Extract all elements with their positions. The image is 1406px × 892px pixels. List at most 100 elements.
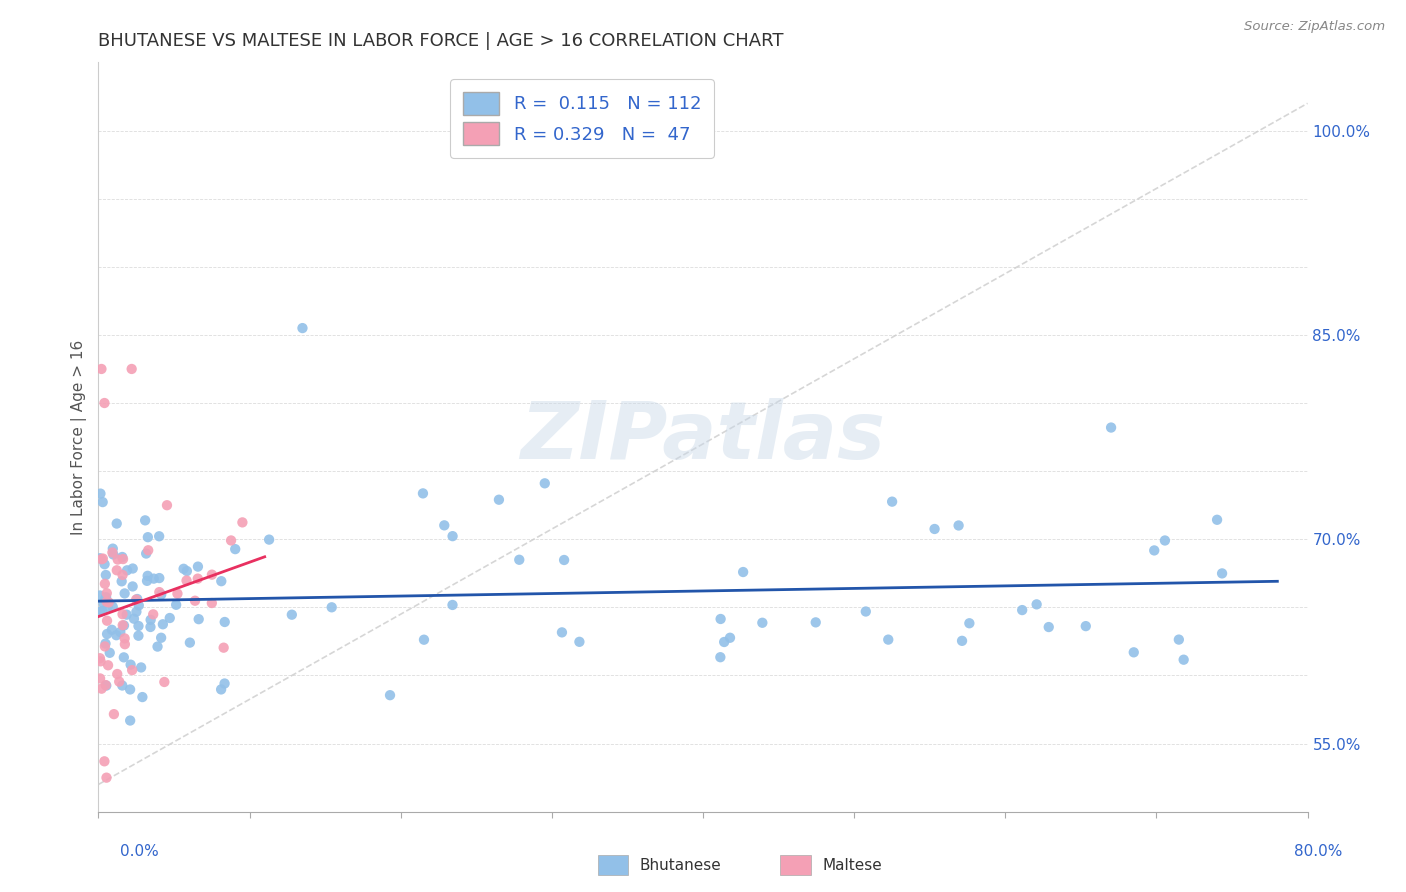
Point [1211, 566, 1233, 581]
Point [96, 679, 118, 693]
Point [710, 612, 733, 626]
Point [129, 660, 152, 674]
Point [97, 658, 120, 673]
Point [877, 632, 900, 647]
Point [212, 640, 235, 655]
Point [105, 516, 128, 531]
Point [120, 714, 142, 728]
Text: Source: ZipAtlas.com: Source: ZipAtlas.com [1244, 20, 1385, 33]
Point [125, 592, 148, 607]
Point [91, 604, 114, 618]
Point [441, 529, 464, 543]
Point [96, 627, 118, 641]
Text: 0.0%: 0.0% [120, 845, 159, 859]
Point [94, 678, 117, 692]
Point [201, 567, 224, 582]
Point [127, 592, 149, 607]
Point [136, 574, 159, 588]
Point [136, 543, 159, 558]
Point [98, 646, 121, 660]
Point [176, 574, 198, 588]
Point [112, 618, 135, 632]
Point [111, 568, 134, 582]
Point [89, 551, 111, 566]
Point [709, 650, 731, 665]
Point [152, 617, 174, 632]
Point [139, 613, 162, 627]
Point [184, 593, 207, 607]
Point [127, 629, 149, 643]
Point [101, 599, 124, 614]
Point [111, 552, 134, 566]
Point [96, 614, 118, 628]
Point [111, 607, 134, 622]
Point [166, 587, 188, 601]
Point [214, 615, 236, 629]
Point [508, 553, 530, 567]
Point [115, 607, 138, 622]
Point [131, 690, 153, 704]
Point [1011, 603, 1033, 617]
Point [111, 549, 134, 564]
Point [94, 568, 117, 582]
Point [187, 559, 209, 574]
Point [209, 682, 232, 697]
Point [94, 592, 117, 607]
Point [433, 518, 456, 533]
Point [120, 657, 142, 672]
Point [93, 396, 115, 410]
Point [136, 530, 159, 544]
Point [121, 579, 143, 593]
Point [120, 682, 142, 697]
Point [551, 625, 574, 640]
Point [568, 635, 591, 649]
Point [718, 631, 741, 645]
Point [156, 498, 179, 512]
Point [121, 663, 143, 677]
Point [142, 572, 165, 586]
Point [804, 615, 827, 630]
Point [1099, 420, 1122, 434]
Point [733, 565, 755, 579]
Point [281, 607, 304, 622]
Point [187, 612, 209, 626]
Point [89, 486, 111, 500]
Point [89, 672, 111, 686]
Point [111, 574, 134, 589]
Point [103, 707, 125, 722]
Point [135, 547, 157, 561]
Point [93, 597, 115, 611]
Point [93, 558, 115, 572]
Point [209, 574, 232, 589]
Point [97, 599, 120, 614]
Point [110, 625, 132, 640]
Point [159, 611, 181, 625]
Point [150, 588, 173, 602]
Point [94, 640, 117, 654]
Point [114, 637, 136, 651]
Point [165, 598, 187, 612]
Point [107, 552, 129, 566]
Point [101, 623, 124, 637]
Point [1206, 513, 1229, 527]
Y-axis label: In Labor Force | Age > 16: In Labor Force | Age > 16 [72, 340, 87, 534]
Point [146, 640, 169, 654]
Point [96, 771, 118, 785]
Point [136, 569, 159, 583]
Point [112, 650, 135, 665]
Text: 80.0%: 80.0% [1295, 845, 1343, 859]
Point [93, 754, 115, 768]
Point [134, 513, 156, 527]
Point [127, 619, 149, 633]
Point [90, 654, 112, 668]
Point [413, 632, 436, 647]
Point [89, 651, 111, 665]
Point [121, 362, 143, 376]
Text: Maltese: Maltese [823, 858, 882, 872]
Point [121, 561, 143, 575]
Point [488, 492, 510, 507]
Point [1074, 619, 1097, 633]
Legend: R =  0.115   N = 112, R = 0.329   N =  47: R = 0.115 N = 112, R = 0.329 N = 47 [450, 79, 714, 158]
Point [855, 605, 877, 619]
Point [97, 595, 120, 609]
